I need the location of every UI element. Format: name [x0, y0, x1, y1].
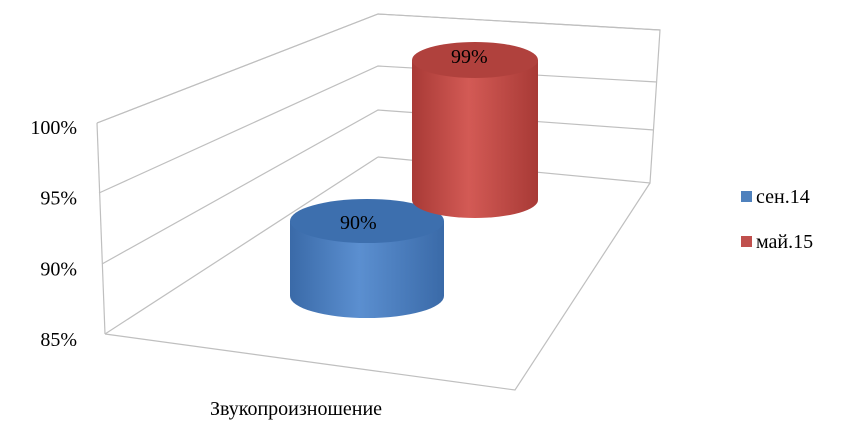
cylinder-top [412, 42, 538, 78]
y-axis-ticks: 85% 90% 95% 100% [30, 117, 77, 351]
legend-swatch [741, 191, 752, 202]
cylinder-body [412, 60, 538, 218]
data-labels: 90% 99% [340, 46, 488, 234]
y-tick-label: 85% [40, 329, 77, 351]
gridlines [96, 13, 661, 265]
legend-label: май.15 [756, 231, 813, 253]
data-label-май.15: 99% [451, 46, 488, 68]
bars [290, 42, 538, 318]
y-tick-label: 95% [40, 188, 77, 210]
legend: сен.14 май.15 [741, 186, 813, 253]
y-tick-label: 100% [30, 117, 77, 139]
bar-май.15 [412, 42, 538, 218]
cylinder-body [290, 221, 444, 318]
left-wall-vertical [96, 122, 106, 335]
gridline [96, 13, 661, 124]
data-label-сен.14: 90% [340, 212, 377, 234]
legend-swatch [741, 236, 752, 247]
legend-label: сен.14 [756, 186, 810, 208]
category-labels: Звукопроизношение [210, 398, 382, 420]
cylinder-top [290, 199, 444, 243]
floor-back-edge [104, 156, 379, 335]
y-tick-label: 90% [40, 258, 77, 280]
gridline [101, 109, 655, 265]
floor [104, 182, 651, 391]
bar-сен.14 [290, 199, 444, 318]
gridline [98, 65, 658, 194]
category-label: Звукопроизношение [210, 398, 382, 420]
